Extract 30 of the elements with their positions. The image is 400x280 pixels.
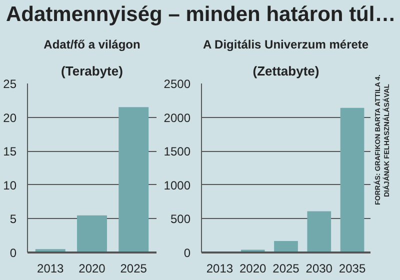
x-tick-label: 2025 — [272, 262, 300, 276]
bar — [274, 241, 298, 252]
y-tick-label: 0 — [10, 246, 17, 260]
y-tick-label: 10 — [3, 178, 17, 192]
chart-subtitle: (Zettabyte) — [252, 64, 320, 78]
x-tick-label: 2020 — [240, 262, 267, 276]
y-tick-label: 15 — [3, 144, 17, 159]
x-tick-label: 2013 — [37, 262, 64, 276]
x-tick-label: 2025 — [120, 262, 148, 276]
y-tick-label: 500 — [170, 212, 191, 226]
y-tick-label: 20 — [3, 110, 17, 125]
x-tick-label: 2013 — [206, 262, 234, 276]
chart-title: Adat/fő a világon — [44, 38, 140, 52]
y-tick-label: 2500 — [164, 77, 191, 91]
bar — [340, 108, 364, 252]
y-tick-label: 0 — [184, 246, 191, 260]
y-tick-label: 1000 — [164, 178, 191, 192]
bar — [307, 211, 332, 252]
bar — [118, 107, 149, 252]
x-tick-label: 2020 — [78, 262, 106, 276]
chart-title: A Digitális Univerzum mérete — [202, 38, 369, 52]
y-tick-label: 25 — [3, 77, 17, 91]
y-tick-label: 2000 — [164, 110, 191, 125]
x-tick-label: 2035 — [338, 262, 366, 276]
chart-subtitle: (Terabyte) — [61, 64, 123, 78]
text: Adatmennyiség – minden határon túl… — [6, 2, 396, 28]
x-tick-label: 2030 — [306, 262, 333, 276]
y-tick-label: 5 — [10, 212, 17, 226]
y-tick-label: 1500 — [164, 144, 191, 159]
bar — [77, 215, 107, 252]
